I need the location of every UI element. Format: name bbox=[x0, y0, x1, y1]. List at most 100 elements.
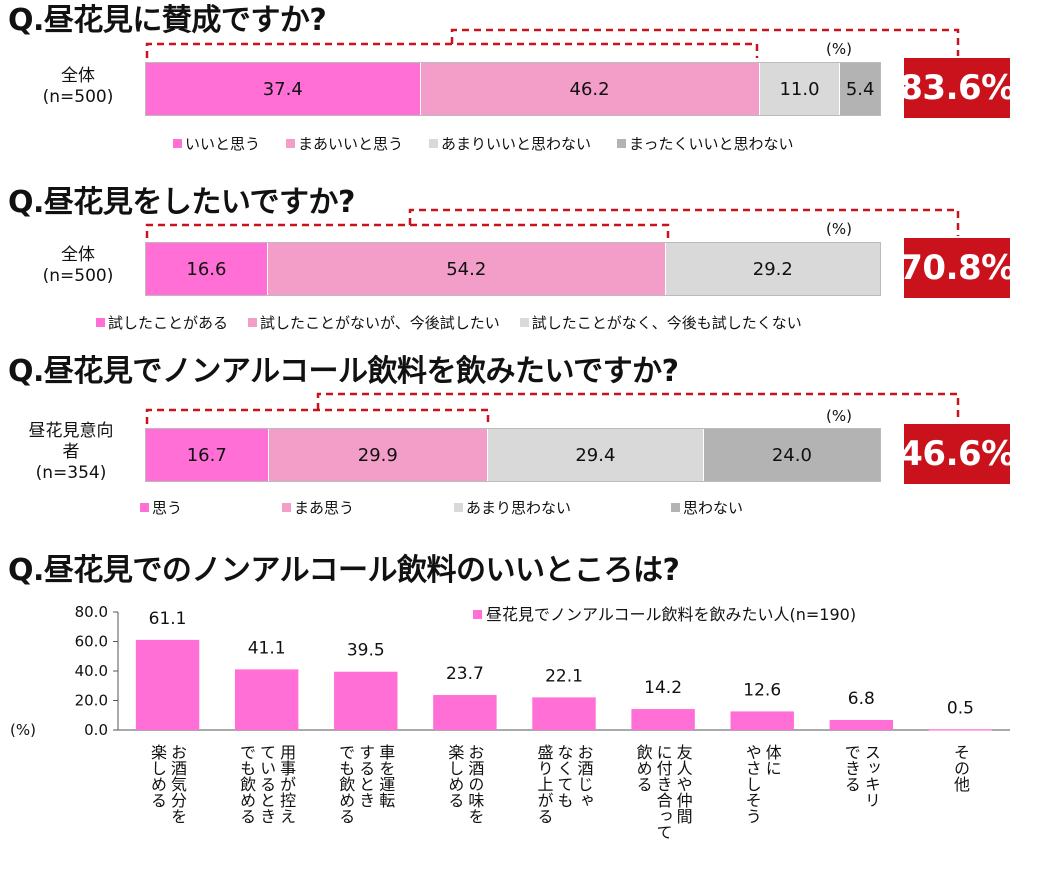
q3-legend-item: まあ思う bbox=[282, 497, 354, 518]
q1-segment-3: 11.0 bbox=[759, 63, 841, 115]
q1-bracket-link bbox=[450, 28, 960, 56]
category-label: 体に bbox=[763, 744, 782, 776]
q2-legend: 試したことがある 試したことがないが、今後試したい 試したことがなく、今後も試し… bbox=[96, 312, 822, 333]
q2-row-label: 全体 (n=500) bbox=[30, 245, 126, 287]
q2-segment-3: 29.2 bbox=[665, 243, 880, 295]
bar-value-label: 23.7 bbox=[446, 664, 484, 684]
q1-legend-label-2: まあいいと思う bbox=[298, 135, 404, 153]
q4-bar-chart: 0.0 20.0 40.0 60.0 80.0 (%) 昼花見でノンアルコール飲料を飲みたい… bbox=[10, 603, 1010, 840]
q1-row-label-n: (n=500) bbox=[42, 87, 114, 107]
q3-unit: (%) bbox=[826, 407, 852, 425]
bar bbox=[631, 709, 695, 730]
q1-row-label: 全体 (n=500) bbox=[30, 66, 126, 108]
q3-segment-1: 16.7 bbox=[146, 429, 269, 481]
legend-swatch bbox=[286, 139, 296, 148]
category-label: するとき bbox=[356, 744, 375, 808]
q3-legend-label-3: あまり思わない bbox=[466, 499, 572, 517]
bar bbox=[532, 697, 596, 730]
q3-bracket-link bbox=[316, 392, 960, 422]
y-tick-label: 20.0 bbox=[75, 692, 108, 710]
q2-legend-label-3: 試したことがなく、今後も試したくない bbox=[531, 314, 802, 332]
bar bbox=[829, 719, 894, 730]
q3-title: Q.昼花見でノンアルコール飲料を飲みたいですか? bbox=[8, 354, 679, 389]
q1-segment-4: 5.4 bbox=[840, 63, 880, 115]
category-label: なくても bbox=[555, 744, 574, 808]
legend-swatch bbox=[454, 503, 464, 512]
category-label: でも飲める bbox=[237, 744, 256, 824]
q1-segment-2: 46.2 bbox=[420, 63, 760, 115]
legend-swatch bbox=[248, 318, 258, 327]
q2-bracket bbox=[145, 223, 670, 238]
legend-swatch bbox=[96, 318, 105, 327]
q1-legend-item: あまりいいと思わない bbox=[429, 133, 591, 154]
bar bbox=[433, 695, 497, 730]
q2-legend-label-2: 試したことがないが、今後試したい bbox=[260, 314, 500, 332]
q3-total-badge: 46.6% bbox=[899, 424, 1015, 484]
category-label: 楽しめる bbox=[445, 744, 464, 808]
q2-unit: (%) bbox=[826, 220, 852, 238]
q1-title: Q.昼花見に賛成ですか? bbox=[8, 3, 327, 38]
bar bbox=[730, 711, 794, 730]
y-unit-label: (%) bbox=[10, 721, 36, 739]
legend-swatch bbox=[519, 318, 529, 327]
bar bbox=[334, 671, 398, 730]
q1-row-label-group: 全体 bbox=[61, 66, 95, 86]
q2-title: Q.昼花見をしたいですか? bbox=[8, 185, 355, 220]
q2-row-label-group: 全体 bbox=[61, 245, 95, 265]
bar bbox=[135, 639, 200, 730]
q3-legend-label-4: 思わない bbox=[683, 499, 744, 517]
category-label: ているとき bbox=[257, 744, 276, 824]
q1-legend-item: まったくいいと思わない bbox=[617, 133, 793, 154]
q2-segment-2: 54.2 bbox=[267, 243, 666, 295]
bar-value-label: 14.2 bbox=[644, 678, 682, 698]
category-label: 友人や仲間 bbox=[674, 744, 693, 825]
category-label: 車を運転 bbox=[376, 744, 395, 808]
category-label: お酒の味を bbox=[465, 744, 484, 824]
bar-value-label: 41.1 bbox=[248, 638, 286, 658]
bar-value-label: 22.1 bbox=[545, 666, 583, 686]
category-label: その他 bbox=[951, 744, 970, 793]
q3-row-label-group-2: 者 bbox=[62, 442, 80, 462]
y-tick-label: 80.0 bbox=[75, 603, 108, 621]
q3-legend-item: 思わない bbox=[671, 497, 743, 518]
y-tick-label: 60.0 bbox=[75, 633, 108, 651]
q3-legend: 思う まあ思う あまり思わない 思わない bbox=[140, 497, 763, 518]
category-label: 楽しめる bbox=[148, 744, 167, 808]
legend-swatch bbox=[671, 503, 681, 512]
category-label: できる bbox=[842, 744, 861, 792]
q2-legend-label-1: 試したことがある bbox=[108, 314, 229, 332]
legend-swatch bbox=[282, 503, 292, 512]
category-label: お酒気分を bbox=[168, 744, 187, 824]
q3-segment-4: 24.0 bbox=[703, 429, 880, 481]
q2-legend-item: 試したことがないが、今後試したい bbox=[248, 312, 500, 333]
bar bbox=[234, 669, 299, 730]
category-label: やさしそう bbox=[743, 744, 762, 824]
q3-stacked-bar: 16.7 29.9 29.4 24.0 bbox=[145, 428, 881, 482]
bar-value-label: 39.5 bbox=[347, 641, 385, 661]
y-tick-label: 0.0 bbox=[84, 721, 108, 739]
bar-value-label: 6.8 bbox=[848, 689, 875, 709]
q4-title: Q.昼花見でのノンアルコール飲料のいいところは? bbox=[8, 553, 680, 588]
q3-segment-3: 29.4 bbox=[488, 429, 704, 481]
q1-segment-1: 37.4 bbox=[146, 63, 421, 115]
q1-legend-label-3: あまりいいと思わない bbox=[441, 135, 592, 153]
category-label: スッキリ bbox=[862, 744, 881, 808]
q2-row-label-n: (n=500) bbox=[42, 266, 114, 286]
q3-segment-2: 29.9 bbox=[268, 429, 489, 481]
bar-value-label: 12.6 bbox=[743, 680, 781, 700]
q1-bracket bbox=[145, 42, 759, 58]
legend-swatch bbox=[429, 139, 439, 148]
q1-legend-label-1: いいと思う bbox=[185, 135, 261, 153]
category-label: でも飲める bbox=[336, 744, 355, 824]
y-tick-label: 40.0 bbox=[75, 662, 108, 680]
bar bbox=[928, 729, 993, 731]
q2-total-badge: 70.8% bbox=[899, 238, 1015, 298]
q1-total-badge: 83.6% bbox=[899, 58, 1015, 118]
legend-swatch bbox=[473, 610, 482, 619]
category-label: 用事が控え bbox=[277, 744, 296, 824]
q1-legend-item: まあいいと思う bbox=[286, 133, 403, 154]
q3-row-label-group: 昼花見意向 bbox=[28, 421, 114, 441]
legend-swatch bbox=[140, 503, 149, 512]
legend-label: 昼花見でノンアルコール飲料を飲みたい人(n=190) bbox=[486, 605, 856, 624]
q2-bracket-link bbox=[408, 208, 960, 236]
